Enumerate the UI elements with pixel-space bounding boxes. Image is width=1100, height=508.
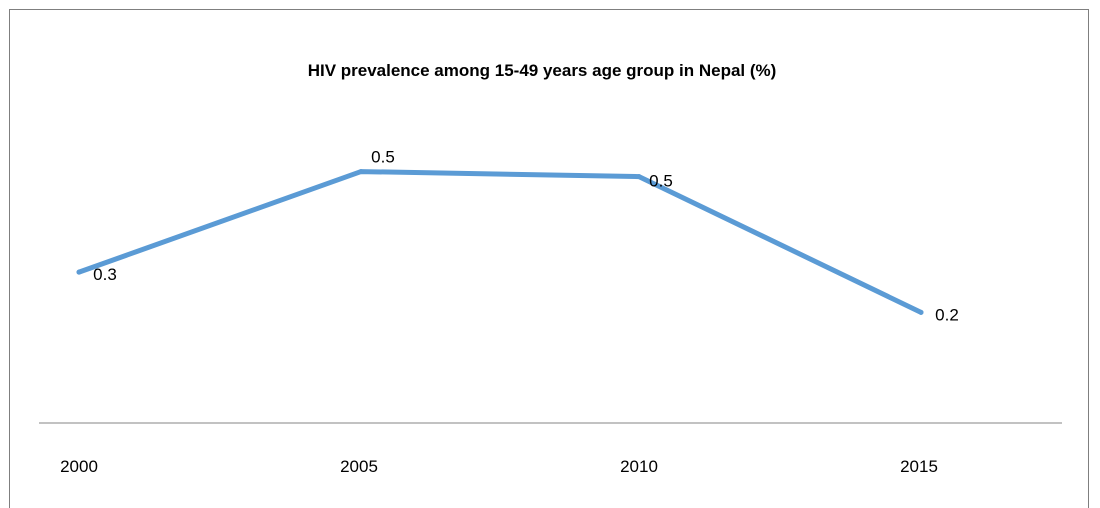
data-label-2005: 0.5 — [371, 148, 395, 167]
x-tick-label-2015: 2015 — [900, 457, 938, 476]
x-tick-label-2005: 2005 — [340, 457, 378, 476]
data-point-2015 — [918, 309, 924, 315]
chart-title: HIV prevalence among 15-49 years age gro… — [308, 61, 777, 80]
data-point-2010 — [636, 174, 642, 180]
x-tick-label-2010: 2010 — [620, 457, 658, 476]
x-tick-label-2000: 2000 — [60, 457, 98, 476]
series-layer — [76, 169, 924, 315]
series-line — [76, 169, 924, 315]
data-label-2010: 0.5 — [649, 172, 673, 191]
chart-frame — [9, 9, 1089, 508]
data-label-2000: 0.3 — [93, 265, 117, 284]
data-labels: 0.3 0.5 0.5 0.2 — [93, 148, 959, 325]
x-tick-labels: 2000 2005 2010 2015 — [60, 457, 938, 476]
data-point-2000 — [76, 269, 82, 275]
data-label-2015: 0.2 — [935, 305, 959, 324]
data-point-2005 — [358, 169, 364, 175]
